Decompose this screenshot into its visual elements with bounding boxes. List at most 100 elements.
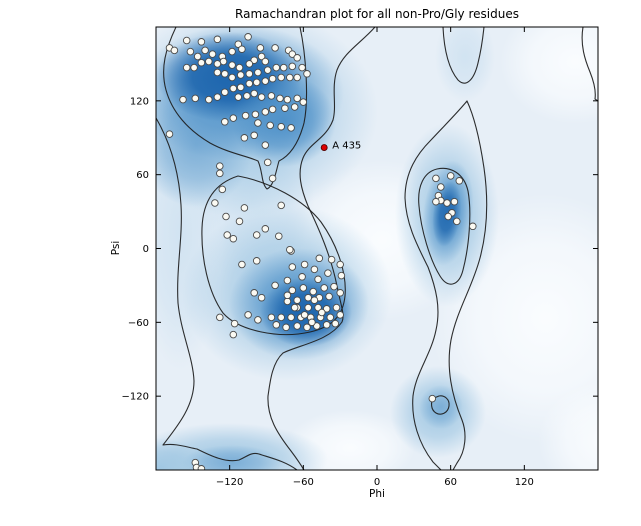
residue-point: [257, 293, 266, 302]
residue-point: [277, 122, 285, 131]
residue-point: [197, 465, 206, 470]
residue-point: [325, 292, 333, 301]
residue-point: [330, 282, 338, 291]
y-tick-label: −60: [128, 318, 149, 329]
residue-point: [310, 296, 319, 304]
residue-point: [261, 57, 270, 66]
residue-point: [250, 56, 258, 64]
x-tick-label: 0: [374, 477, 380, 488]
residue-point: [245, 60, 254, 68]
residue-point: [182, 36, 191, 45]
residue-point: [283, 95, 292, 104]
residue-point: [261, 225, 270, 233]
residue-point: [252, 257, 261, 265]
residue-point: [221, 118, 229, 126]
residue-point: [197, 38, 206, 46]
residue-point: [234, 93, 243, 101]
residue-point: [309, 287, 317, 296]
contour-bottom-ring: [431, 395, 450, 415]
residue-point: [223, 231, 231, 239]
residue-point: [213, 68, 222, 77]
residue-point: [279, 63, 288, 72]
residue-point: [428, 394, 437, 403]
y-tick-label: 60: [136, 170, 149, 181]
residue-point: [327, 255, 336, 264]
contour-outer-left: [156, 117, 298, 470]
residue-point: [283, 276, 292, 285]
residue-point: [320, 284, 328, 292]
plot-title: Ramachandran plot for all non-Pro/Gly re…: [235, 7, 519, 21]
residue-point: [299, 284, 308, 292]
contour-beta-inner: [163, 27, 308, 190]
residue-point: [193, 52, 202, 61]
residue-point: [444, 212, 452, 221]
residue-point: [290, 303, 299, 312]
residue-point: [310, 265, 319, 274]
residue-point: [268, 174, 277, 183]
residue-point: [245, 70, 254, 78]
residue-point: [263, 158, 272, 167]
residue-point: [446, 172, 455, 180]
density-map: [156, 27, 598, 470]
residue-point: [261, 141, 270, 149]
residue-point: [293, 296, 301, 304]
residue-point: [228, 61, 236, 69]
residue-point: [197, 58, 206, 67]
residue-point: [337, 271, 346, 280]
residue-point: [205, 57, 213, 66]
residue-point: [254, 119, 262, 127]
residue-point: [290, 103, 299, 111]
residue-point: [179, 95, 187, 104]
residue-point: [222, 212, 230, 221]
residue-point: [286, 245, 294, 254]
residue-point: [277, 73, 285, 82]
residue-point: [182, 63, 191, 72]
residue-point: [300, 260, 309, 269]
residue-point: [244, 311, 252, 319]
residue-point: [283, 297, 292, 306]
residue-point: [315, 254, 324, 263]
residue-point: [213, 35, 222, 44]
residue-point: [332, 303, 341, 312]
residue-point: [288, 62, 297, 71]
residue-point: [455, 177, 464, 185]
residue-point: [322, 305, 331, 313]
residue-point: [263, 66, 272, 74]
residue-point: [277, 201, 285, 210]
residue-point: [213, 93, 222, 101]
axis-ticks: −120 −60 0 60 120 120 60 0 −60 −120: [122, 27, 598, 488]
residue-point: [190, 63, 198, 72]
residue-point: [250, 289, 258, 297]
residue-point: [219, 57, 228, 66]
residue-point: [288, 263, 297, 271]
residue-point: [282, 323, 290, 332]
residue-point: [314, 303, 322, 312]
y-axis-label: Psi: [110, 241, 122, 256]
residue-point: [238, 45, 246, 53]
residue-point: [228, 47, 236, 56]
residue-point: [234, 40, 243, 48]
contour-lalpha-outer: [404, 100, 488, 470]
residue-point: [254, 68, 262, 77]
residue-point: [252, 78, 261, 87]
residue-point: [236, 71, 245, 79]
residue-point: [236, 83, 245, 92]
residue-point: [230, 319, 239, 328]
residue-point: [450, 197, 459, 206]
residue-point: [437, 183, 445, 191]
residue-point: [257, 93, 266, 101]
residue-point: [238, 260, 246, 269]
residue-point: [235, 217, 244, 226]
residue-point: [303, 70, 311, 78]
residue-point: [303, 323, 311, 332]
x-tick-label: 60: [444, 477, 457, 488]
contour-top-right-lobe: [442, 27, 485, 84]
residue-point: [322, 321, 331, 329]
residue-point: [331, 319, 340, 328]
residue-point: [287, 124, 295, 132]
residue-point: [170, 46, 179, 55]
residue-point: [240, 134, 249, 142]
residue-point: [432, 197, 440, 206]
